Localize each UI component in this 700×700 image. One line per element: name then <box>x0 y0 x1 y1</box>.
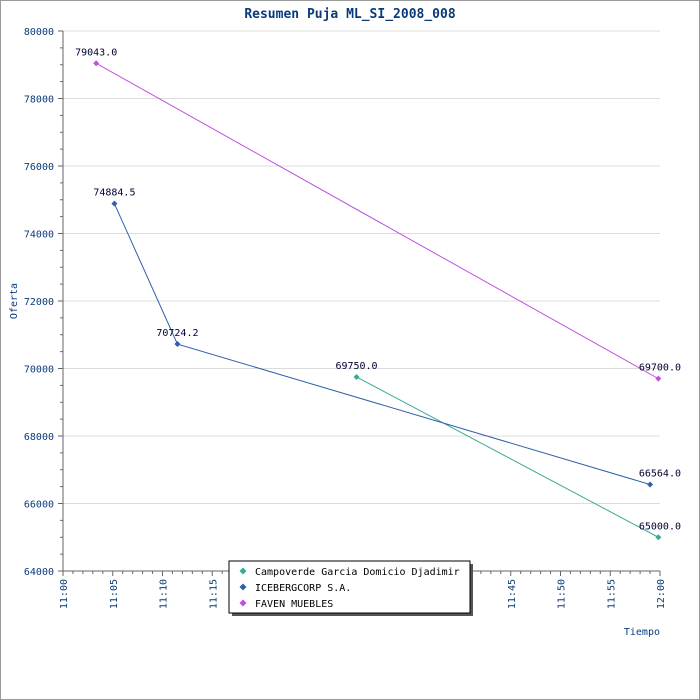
series-line <box>356 376 659 538</box>
x-axis-label: Tiempo <box>624 627 660 638</box>
legend-marker <box>239 583 247 591</box>
y-tick-label: 74000 <box>24 230 54 241</box>
x-tick-label: 11:05 <box>109 579 120 609</box>
x-tick-label: 12:00 <box>656 579 667 609</box>
y-tick-label: 68000 <box>24 432 54 443</box>
data-label: 66564.0 <box>639 468 681 479</box>
y-tick-label: 66000 <box>24 500 54 511</box>
data-point <box>93 60 100 67</box>
legend-box <box>228 560 471 614</box>
y-tick-label: 76000 <box>24 162 54 173</box>
data-point <box>647 481 654 488</box>
x-tick-label: 11:45 <box>507 579 518 609</box>
y-axis-ticks: 64000 66000 68000 70000 72000 74000 76000 78000… <box>24 27 63 578</box>
x-tick-label: 11:10 <box>159 579 170 609</box>
data-point <box>174 341 181 348</box>
data-label: 74884.5 <box>93 188 135 199</box>
x-tick-label: 11:15 <box>208 579 219 609</box>
series <box>93 60 662 541</box>
data-point <box>655 375 662 382</box>
legend-entry: FAVEN MUEBLES <box>255 599 333 610</box>
data-label: 70724.2 <box>156 328 198 339</box>
data-labels: 69750.0 65000.0 74884.5 70724.2 66564.0 79043… <box>75 47 681 532</box>
y-tick-label: 70000 <box>24 365 54 376</box>
data-label: 69700.0 <box>639 363 681 374</box>
y-tick-label: 80000 <box>24 27 54 38</box>
data-point <box>353 373 360 380</box>
legend-entry: Campoverde Garcia Domicio Djadimir <box>255 567 460 578</box>
data-label: 79043.0 <box>75 47 117 58</box>
y-tick-label: 64000 <box>24 567 54 578</box>
chart-title: Resumen Puja ML_SI_2008_008 <box>244 7 455 22</box>
grid <box>63 30 660 504</box>
data-point <box>111 200 118 207</box>
y-tick-label: 78000 <box>24 95 54 106</box>
x-tick-label: 11:50 <box>557 579 568 609</box>
legend-marker <box>239 599 247 607</box>
y-axis-label: Oferta <box>9 283 20 319</box>
legend-entry: ICEBERGCORP S.A. <box>255 583 351 594</box>
x-tick-label: 11:00 <box>59 579 70 609</box>
y-tick-label: 72000 <box>24 297 54 308</box>
series-line <box>95 62 659 380</box>
series-line <box>113 203 651 485</box>
data-label: 65000.0 <box>639 521 681 532</box>
legend-marker <box>239 567 247 575</box>
x-tick-label: 11:55 <box>606 579 617 609</box>
data-point <box>655 534 662 541</box>
data-label: 69750.0 <box>335 361 377 372</box>
legend: Campoverde Garcia Domicio Djadimir ICEBER… <box>228 560 473 616</box>
